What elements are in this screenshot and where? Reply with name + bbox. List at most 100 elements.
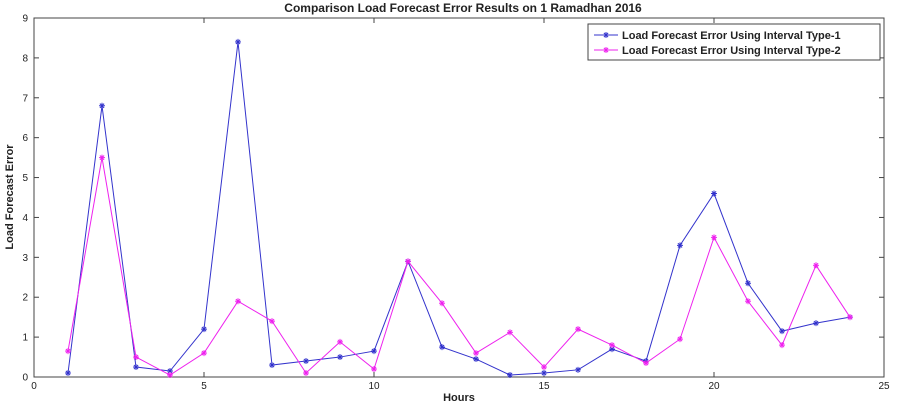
y-tick-label: 7 bbox=[22, 93, 28, 104]
data-point bbox=[847, 314, 853, 321]
marker-stroke bbox=[65, 370, 71, 376]
data-point bbox=[813, 262, 819, 269]
data-point bbox=[779, 342, 785, 349]
y-tick-label: 9 bbox=[22, 14, 28, 25]
marker-stroke bbox=[303, 370, 309, 376]
marker-stroke bbox=[235, 298, 241, 304]
data-point bbox=[201, 326, 207, 333]
marker-stroke bbox=[337, 354, 343, 360]
data-point bbox=[609, 342, 615, 349]
x-tick-label: 25 bbox=[878, 381, 890, 392]
data-point bbox=[269, 362, 275, 369]
y-tick-label: 5 bbox=[22, 173, 28, 184]
y-tick-label: 3 bbox=[22, 253, 28, 264]
y-tick-label: 2 bbox=[22, 293, 28, 304]
data-point bbox=[813, 320, 819, 327]
marker-stroke bbox=[439, 300, 445, 306]
marker-stroke bbox=[507, 372, 513, 378]
plot-frame bbox=[33, 17, 885, 378]
marker-stroke bbox=[99, 155, 105, 161]
marker-stroke bbox=[643, 360, 649, 366]
data-point bbox=[473, 350, 479, 357]
x-tick-label: 20 bbox=[708, 381, 720, 392]
marker-stroke bbox=[269, 362, 275, 368]
marker-stroke bbox=[65, 348, 71, 354]
marker-stroke bbox=[405, 258, 411, 264]
x-tick-label: 0 bbox=[31, 381, 37, 392]
marker-stroke bbox=[575, 367, 581, 373]
data-point bbox=[439, 344, 445, 351]
series-line bbox=[67, 41, 851, 376]
data-point bbox=[405, 258, 411, 265]
marker-stroke bbox=[201, 326, 207, 332]
series-line bbox=[67, 157, 851, 376]
data-point bbox=[371, 348, 377, 355]
data-point bbox=[677, 242, 683, 249]
data-point bbox=[439, 300, 445, 307]
data-point bbox=[473, 356, 479, 363]
marker-stroke bbox=[133, 364, 139, 370]
data-point bbox=[711, 190, 717, 197]
legend-box bbox=[587, 23, 881, 61]
data-point bbox=[201, 350, 207, 357]
series-1 bbox=[65, 38, 853, 379]
data-point bbox=[507, 329, 513, 336]
marker-stroke bbox=[371, 366, 377, 372]
y-tick-label: 1 bbox=[22, 333, 28, 344]
marker-stroke bbox=[677, 336, 683, 342]
data-point bbox=[745, 280, 751, 287]
data-point bbox=[541, 370, 547, 377]
y-axis-label: Load Forecast Error bbox=[4, 144, 16, 250]
y-tick-label: 0 bbox=[22, 373, 28, 384]
legend-label: Load Forecast Error Using Interval Type-… bbox=[622, 30, 841, 42]
marker-stroke bbox=[575, 326, 581, 332]
data-point bbox=[167, 372, 173, 379]
legend-marker bbox=[603, 32, 609, 38]
data-point bbox=[133, 354, 139, 361]
marker-stroke bbox=[677, 242, 683, 248]
marker-stroke bbox=[711, 234, 717, 240]
data-point bbox=[609, 346, 615, 353]
legend-item-1: Load Forecast Error Using Interval Type-… bbox=[594, 30, 841, 42]
marker-stroke bbox=[133, 354, 139, 360]
data-point bbox=[133, 364, 139, 371]
data-point bbox=[235, 38, 241, 45]
data-point bbox=[337, 338, 343, 345]
marker-stroke bbox=[603, 47, 609, 53]
data-point bbox=[65, 370, 71, 377]
marker-stroke bbox=[371, 348, 377, 354]
marker-stroke bbox=[235, 39, 241, 45]
x-tick-label: 5 bbox=[201, 381, 207, 392]
data-point bbox=[99, 102, 105, 109]
marker-stroke bbox=[473, 356, 479, 362]
data-point bbox=[99, 154, 105, 161]
x-axis-label: Hours bbox=[443, 392, 475, 404]
data-point bbox=[65, 348, 71, 355]
marker-stroke bbox=[303, 358, 309, 364]
chart-title: Comparison Load Forecast Error Results o… bbox=[284, 1, 642, 15]
marker-stroke bbox=[745, 280, 751, 286]
marker-stroke bbox=[541, 364, 547, 370]
y-tick-label: 4 bbox=[22, 213, 28, 224]
marker-stroke bbox=[745, 298, 751, 304]
marker-stroke bbox=[609, 342, 615, 348]
data-point bbox=[575, 326, 581, 333]
y-tick-label: 6 bbox=[22, 133, 28, 144]
data-point bbox=[507, 372, 513, 379]
plot-series bbox=[65, 38, 853, 379]
marker-stroke bbox=[99, 103, 105, 109]
data-point bbox=[541, 364, 547, 371]
data-point bbox=[303, 358, 309, 365]
marker-stroke bbox=[167, 372, 173, 378]
data-point bbox=[677, 336, 683, 343]
marker-stroke bbox=[603, 32, 609, 38]
data-point bbox=[269, 318, 275, 325]
legend-item-2: Load Forecast Error Using Interval Type-… bbox=[594, 45, 841, 57]
axes: 0 5 10 15 20 25 0 1 2 3 4 5 6 7 8 9 bbox=[22, 14, 890, 393]
x-tick-label: 15 bbox=[538, 381, 550, 392]
y-tick-label: 8 bbox=[22, 53, 28, 64]
marker-stroke bbox=[167, 368, 173, 374]
data-point bbox=[575, 366, 581, 373]
legend-marker bbox=[603, 47, 609, 53]
